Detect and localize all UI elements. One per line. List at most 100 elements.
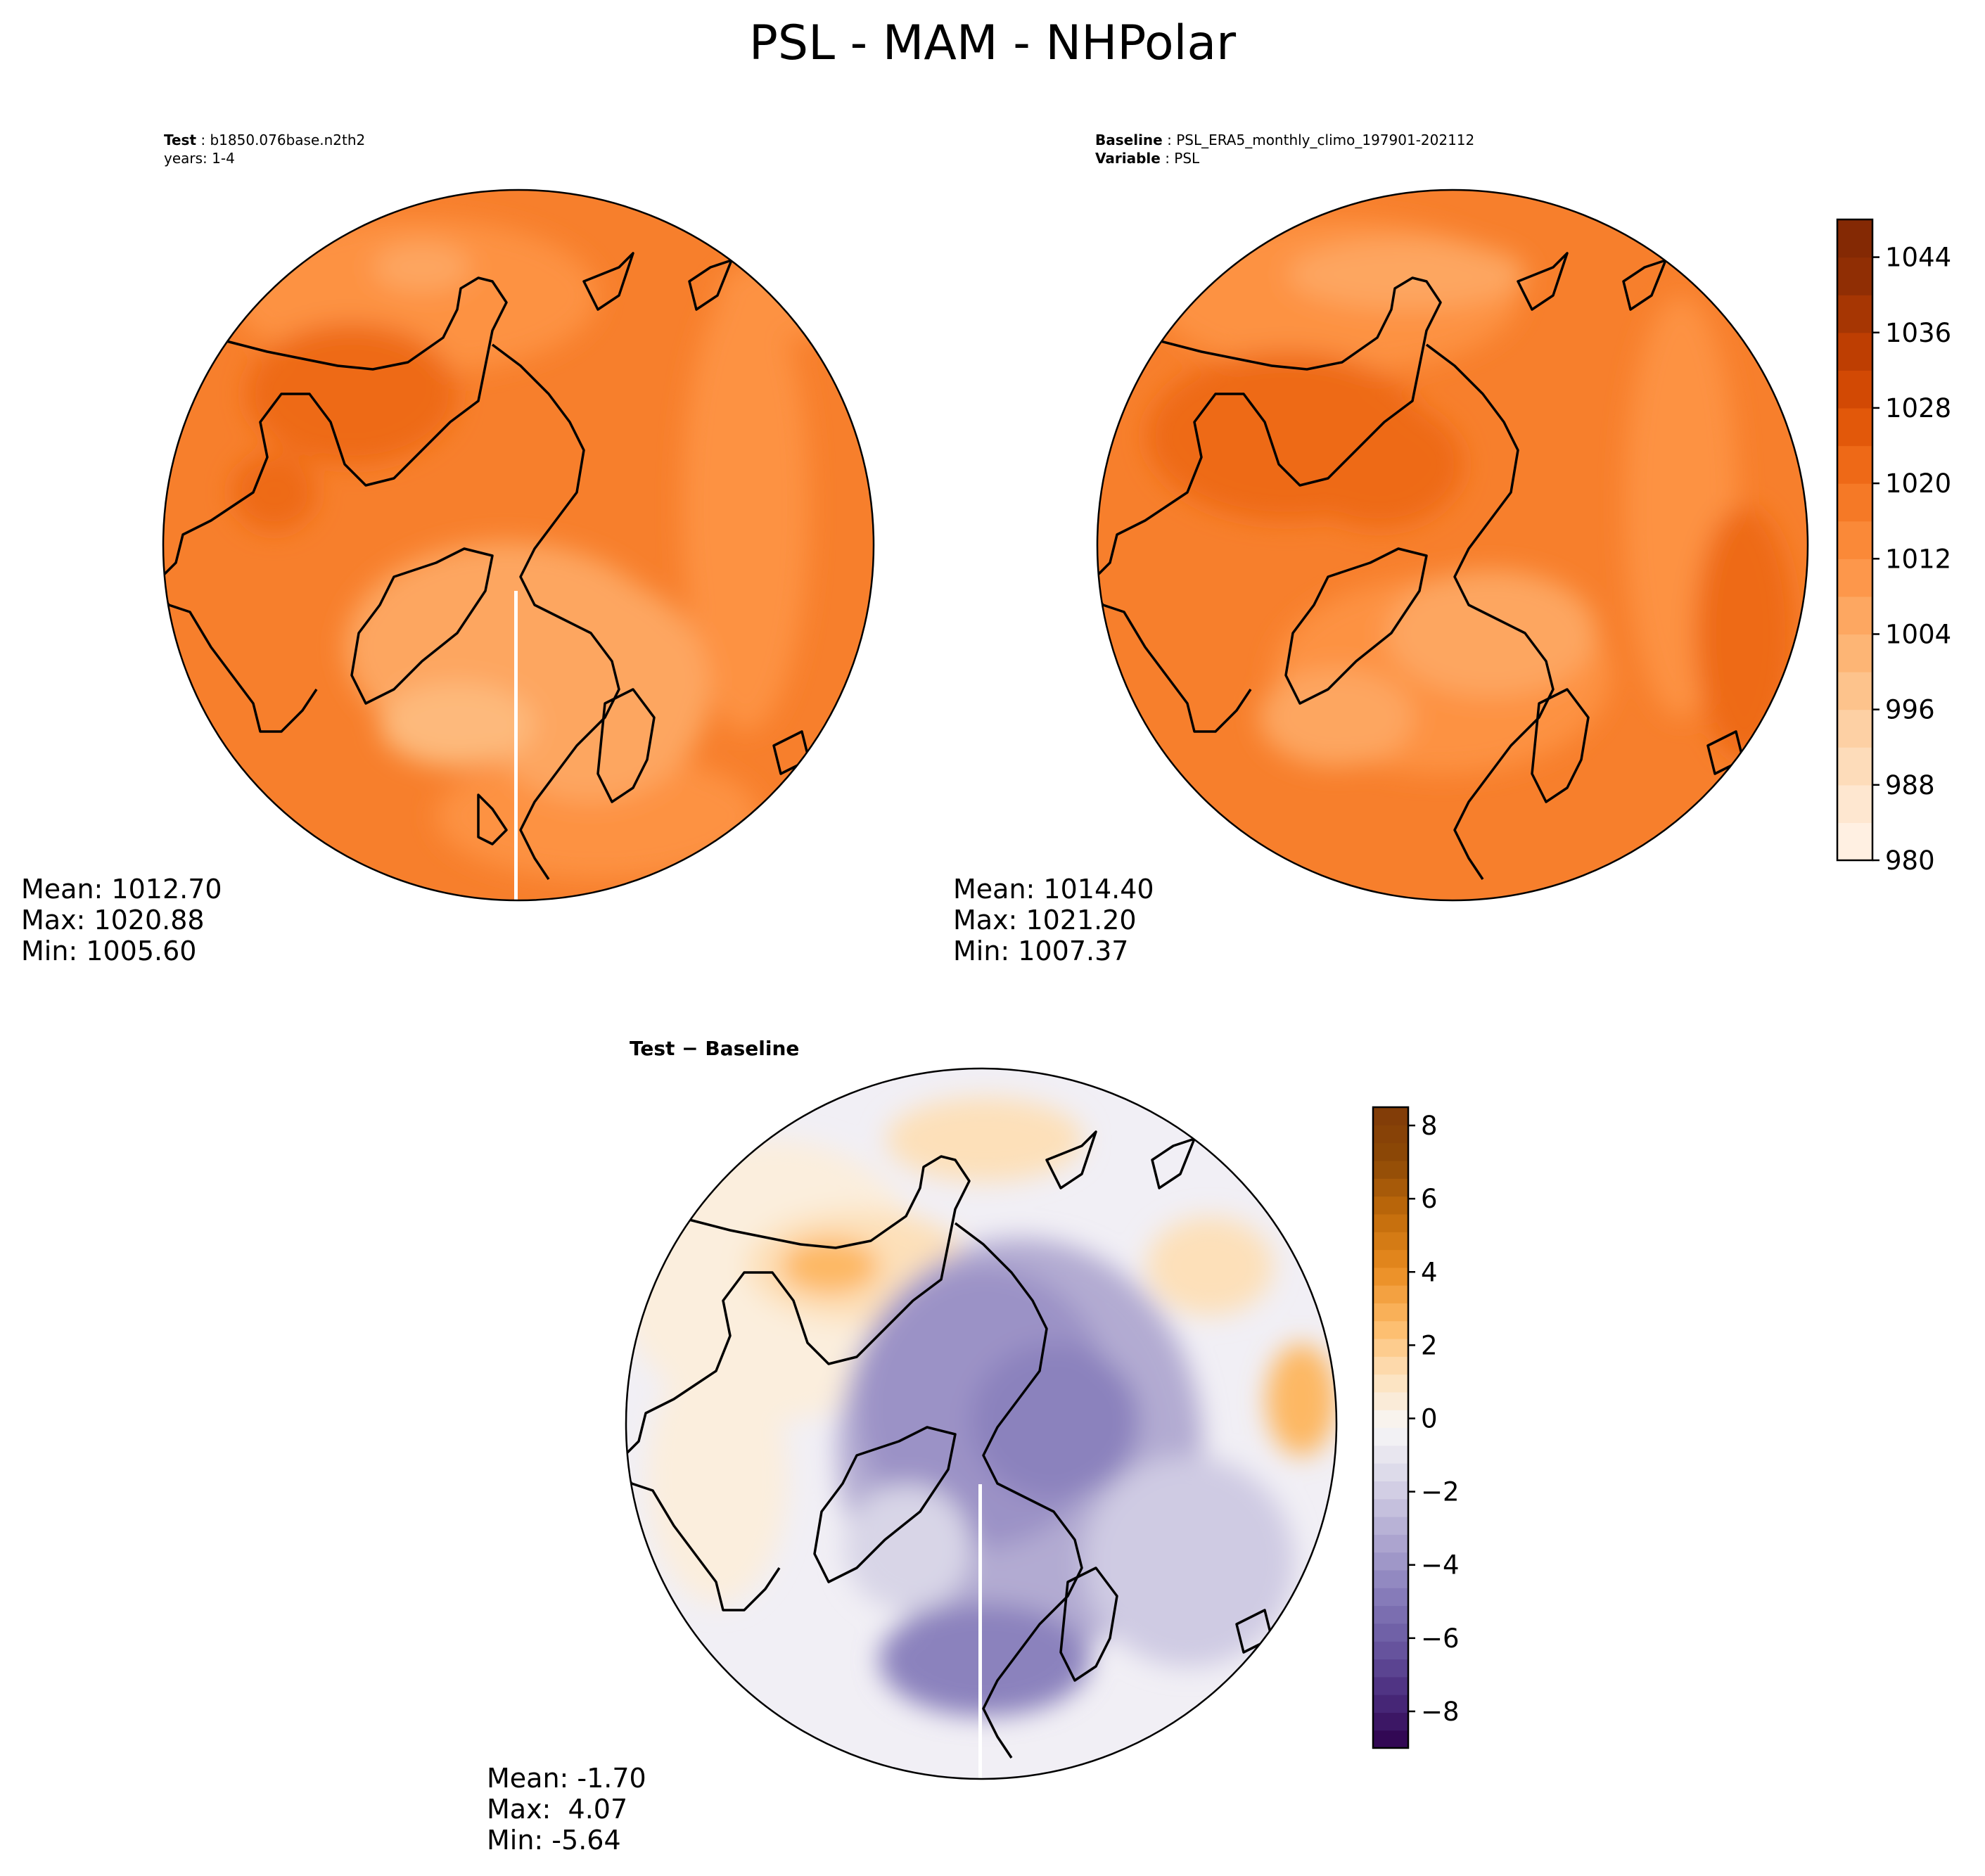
difference-colorbar-tick-label: 4 [1421, 1257, 1438, 1287]
baseline-max: Max: 1021.20 [953, 905, 1137, 936]
difference-colorbar-tick-label: −6 [1421, 1623, 1460, 1654]
difference-colorbar-band [1373, 1160, 1408, 1179]
difference-colorbar-band [1373, 1213, 1408, 1232]
difference-mean: Mean: -1.70 [487, 1763, 646, 1794]
pressure-colorbar-band [1837, 332, 1872, 371]
difference-colorbar-frame [1372, 1106, 1410, 1749]
pressure-colorbar-tick-label: 1044 [1885, 243, 1951, 273]
test-stats: Mean: 1012.70 Max: 1020.88 Min: 1005.60 [21, 874, 222, 966]
difference-colorbar-band [1373, 1338, 1408, 1357]
difference-colorbar-band [1373, 1249, 1408, 1268]
difference-colorbar-tick-label: 6 [1421, 1184, 1438, 1214]
pressure-colorbar-band [1837, 521, 1872, 559]
difference-colorbar-band [1373, 1356, 1408, 1375]
baseline-panel-label: Baseline : PSL_ERA5_monthly_climo_197901… [1095, 132, 1475, 167]
test-max: Max: 1020.88 [21, 905, 205, 936]
pressure-colorbar-band [1837, 219, 1872, 258]
pressure-colorbar-tick-label: 996 [1885, 695, 1935, 725]
test-label-key: Test [164, 132, 197, 148]
difference-field [626, 1068, 1336, 1779]
difference-colorbar-band [1373, 1196, 1408, 1215]
difference-colorbar-band [1373, 1481, 1408, 1500]
pressure-colorbar-band [1837, 747, 1872, 786]
difference-colorbar-band [1373, 1445, 1408, 1464]
pressure-colorbar-frame [1836, 218, 1874, 862]
difference-stats: Mean: -1.70 Max: 4.07 Min: -5.64 [487, 1763, 646, 1856]
test-min: Min: 1005.60 [21, 936, 197, 966]
pressure-colorbar-tick-label: 1020 [1885, 468, 1951, 499]
difference-colorbar-band [1373, 1552, 1408, 1571]
difference-colorbar-band [1373, 1659, 1408, 1678]
difference-map [625, 1067, 1338, 1780]
baseline-map-border [1096, 189, 1809, 902]
difference-colorbar-band [1373, 1498, 1408, 1517]
baseline-stats: Mean: 1014.40 Max: 1021.20 Min: 1007.37 [953, 874, 1154, 966]
baseline-coastlines [1097, 252, 1744, 880]
difference-colorbar-band [1373, 1695, 1408, 1713]
difference-colorbar-tick-label: 8 [1421, 1111, 1438, 1141]
difference-colorbar: −8 −6 −4 −2 0 2 4 6 8 [1372, 1106, 1460, 1749]
pressure-colorbar-band [1837, 370, 1872, 409]
difference-colorbar-band [1373, 1125, 1408, 1144]
difference-map-border [625, 1067, 1338, 1780]
variable-label-value: PSL [1174, 150, 1200, 167]
difference-colorbar-tick-label: −8 [1421, 1697, 1460, 1727]
test-panel-label: Test : b1850.076base.n2th2 years: 1-4 [164, 132, 366, 167]
pressure-colorbar-tick-label: 1036 [1885, 318, 1951, 348]
pressure-colorbar-tick-label: 1028 [1885, 393, 1951, 423]
pressure-colorbar-band [1837, 483, 1872, 522]
difference-colorbar-tick-label: 2 [1421, 1330, 1438, 1360]
difference-colorbar-band [1373, 1320, 1408, 1339]
pressure-colorbar-band [1837, 672, 1872, 710]
pressure-colorbar-band [1837, 634, 1872, 672]
test-field [163, 190, 874, 900]
pressure-colorbar-band [1837, 407, 1872, 447]
difference-colorbar-band [1373, 1605, 1408, 1624]
difference-colorbar-band [1373, 1517, 1408, 1535]
variable-label-key: Variable [1095, 150, 1161, 167]
difference-panel-title: Test − Baseline [630, 1037, 800, 1060]
pressure-colorbar-band [1837, 295, 1872, 333]
baseline-min: Min: 1007.37 [953, 936, 1129, 966]
difference-colorbar-tick-label: −4 [1421, 1550, 1460, 1581]
difference-colorbar-band [1373, 1588, 1408, 1607]
difference-colorbar-band [1373, 1391, 1408, 1410]
difference-colorbar-band [1373, 1427, 1408, 1446]
difference-min: Min: -5.64 [487, 1825, 621, 1856]
pressure-colorbar: 980 988 996 1004 1012 1020 1028 1036 1044 [1836, 218, 1951, 876]
difference-colorbar-band [1373, 1463, 1408, 1482]
difference-colorbar-band [1373, 1730, 1408, 1749]
pressure-colorbar-band [1837, 784, 1872, 824]
difference-colorbar-band [1373, 1712, 1408, 1731]
difference-colorbar-band [1373, 1178, 1408, 1197]
pressure-colorbar-band [1837, 822, 1872, 861]
figure-title: PSL - MAM - NHPolar [748, 15, 1237, 71]
baseline-mean: Mean: 1014.40 [953, 874, 1154, 905]
pressure-colorbar-tick-label: 988 [1885, 770, 1935, 800]
difference-colorbar-band [1373, 1676, 1408, 1695]
baseline-label-value: PSL_ERA5_monthly_climo_197901-202112 [1176, 132, 1475, 148]
difference-colorbar-tick-label: 0 [1421, 1403, 1438, 1434]
pressure-colorbar-tick-label: 980 [1885, 846, 1935, 876]
difference-colorbar-band [1373, 1142, 1408, 1161]
test-map [162, 189, 875, 902]
difference-colorbar-band [1373, 1534, 1408, 1553]
pressure-colorbar-band [1837, 559, 1872, 597]
pressure-colorbar-band [1837, 709, 1872, 748]
difference-colorbar-band [1373, 1641, 1408, 1660]
pressure-colorbar-band [1837, 445, 1872, 484]
difference-colorbar-band [1373, 1303, 1408, 1322]
difference-max: Max: 4.07 [487, 1794, 628, 1825]
test-label-value: b1850.076base.n2th2 [210, 132, 366, 148]
difference-colorbar-band [1373, 1267, 1408, 1286]
pressure-colorbar-band [1837, 257, 1872, 295]
difference-colorbar-band [1373, 1285, 1408, 1303]
difference-colorbar-band [1373, 1374, 1408, 1393]
difference-coastlines [626, 1130, 1273, 1759]
test-map-border [162, 189, 875, 902]
test-years: years: 1-4 [164, 150, 235, 167]
difference-colorbar-band [1373, 1623, 1408, 1642]
difference-colorbar-band [1373, 1107, 1408, 1125]
test-mean: Mean: 1012.70 [21, 874, 222, 905]
